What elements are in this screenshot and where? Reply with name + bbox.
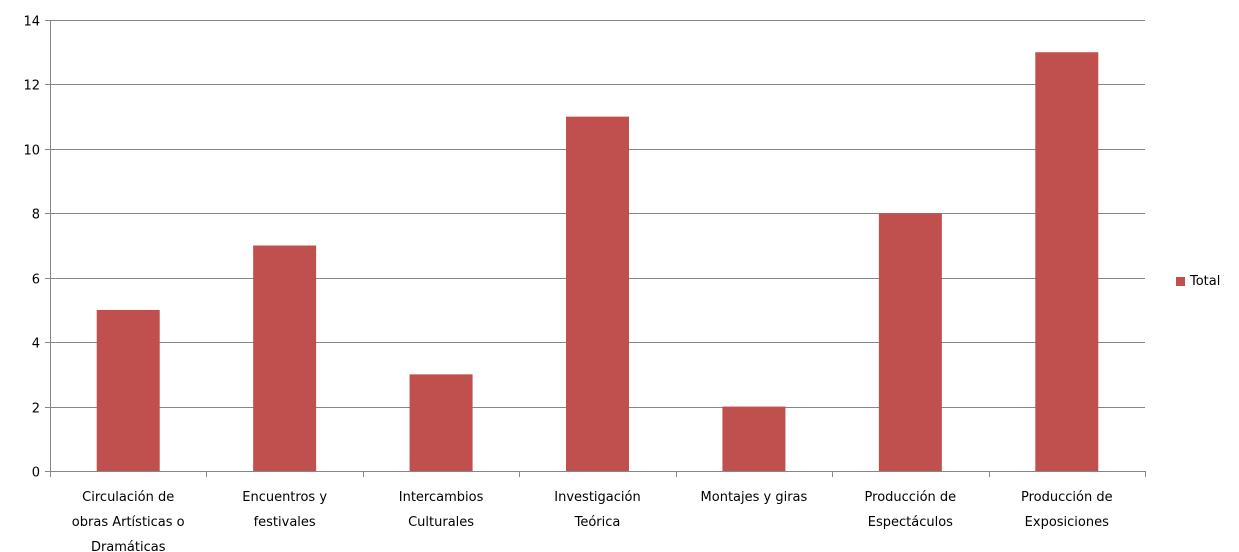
x-tick-label: Investigación Teórica: [554, 490, 640, 530]
x-tick-label: Producción de Espectáculos: [865, 490, 957, 530]
x-tick-label: Intercambios Culturales: [399, 490, 484, 530]
y-tick-label: 4: [32, 337, 40, 352]
bars: [96, 52, 1099, 472]
y-tick-label: 12: [23, 79, 40, 94]
y-tick-label: 14: [23, 15, 40, 30]
y-tick-label: 0: [32, 466, 40, 481]
y-tick-label: 10: [23, 144, 40, 159]
bar: [253, 245, 317, 471]
bar: [409, 374, 473, 471]
x-tick-labels: Circulación de obras Artísticas o Dramátic…: [72, 490, 1113, 552]
y-tick-labels: 0 2 4 6 8 10 12 14: [23, 15, 40, 481]
y-tick-label: 6: [32, 273, 40, 288]
bar: [878, 213, 942, 472]
x-tick-label: Montajes y giras: [701, 490, 808, 505]
x-tick-label: Producción de Exposiciones: [1021, 490, 1113, 530]
legend: Total: [1176, 274, 1220, 289]
x-tick-label: Encuentros y festivales: [242, 490, 327, 530]
bar: [1035, 52, 1099, 471]
legend-swatch-total: [1176, 277, 1185, 286]
y-tick-label: 8: [32, 208, 40, 223]
bar: [722, 406, 786, 471]
x-tick-label: Circulación de obras Artísticas o Dramátic…: [72, 490, 185, 552]
legend-label-total: Total: [1190, 274, 1221, 289]
y-tick-label: 2: [32, 402, 40, 417]
bar: [96, 309, 160, 471]
axes: [45, 20, 1146, 477]
bar: [566, 116, 629, 472]
